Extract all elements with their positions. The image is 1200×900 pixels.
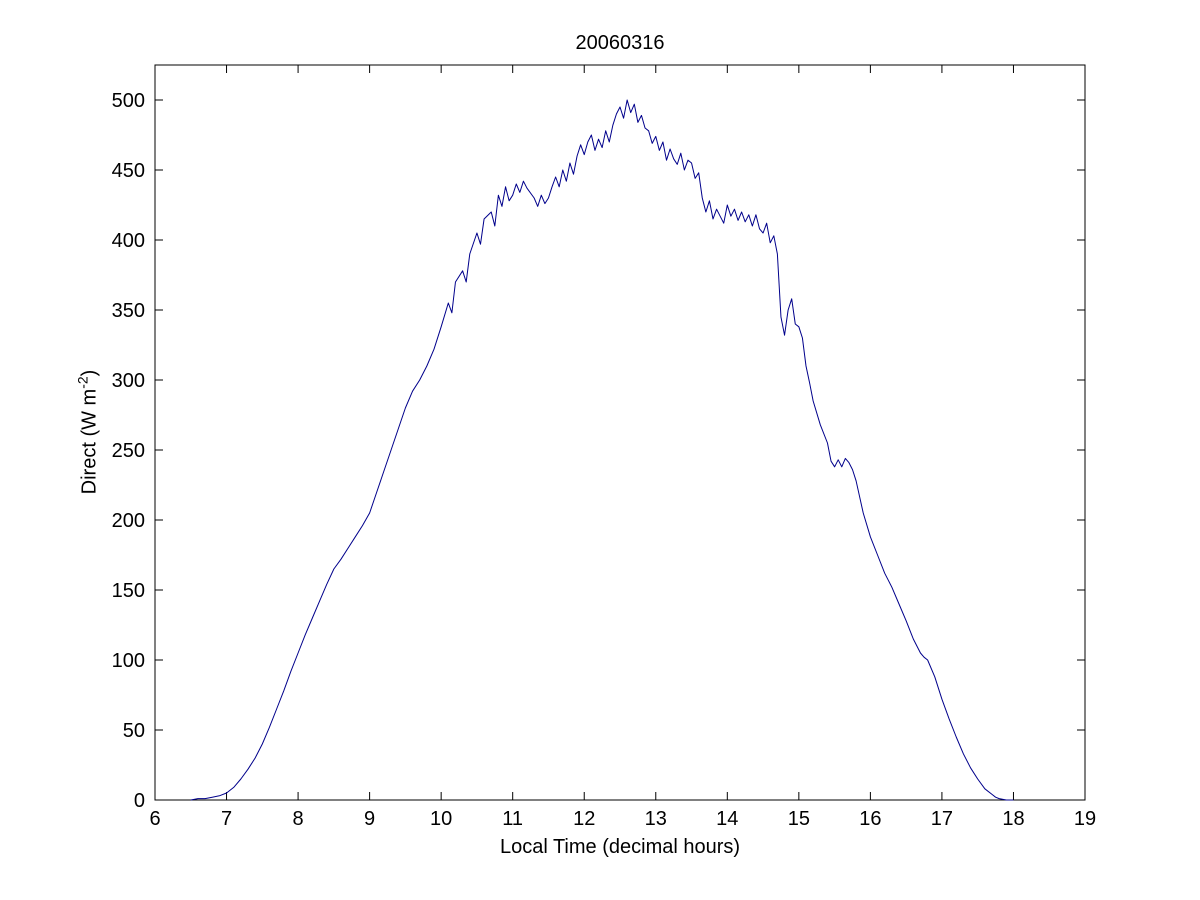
x-tick-label: 13 [645,808,667,830]
y-tick-label: 450 [112,160,145,182]
x-tick-label: 9 [364,808,375,830]
y-axis-label-base: Direct (W m [78,388,101,495]
y-tick-label: 0 [134,790,145,812]
plot-box [154,64,1086,801]
y-tick-label: 250 [112,440,145,462]
x-tick-label: 19 [1074,808,1096,830]
x-tick-label: 11 [502,808,523,830]
y-axis-label-superscript: -2 [74,376,91,389]
x-tick-label: 8 [293,808,304,830]
data-series-line [190,99,1014,801]
y-tick-label: 350 [112,300,145,322]
y-axis-label-close: ) [78,369,101,377]
y-tick-label: 200 [112,510,145,532]
x-tick-label: 14 [716,808,738,830]
x-tick-label: 12 [573,808,595,830]
x-tick-label: 16 [859,808,881,830]
x-tick-label: 17 [931,808,953,830]
x-axis-label: Local Time (decimal hours) [499,836,741,858]
y-axis-label: Direct (W m-2) [75,370,102,495]
y-tick-label: 300 [112,370,145,392]
y-tick-label: 150 [112,580,145,602]
y-tick-label: 500 [112,90,145,112]
x-tick-label: 15 [788,808,810,830]
y-tick-label: 100 [112,650,145,672]
x-tick-label: 7 [221,808,232,830]
x-tick-label: 18 [1002,808,1024,830]
x-tick-label: 10 [430,808,452,830]
y-tick-label: 50 [123,720,145,742]
x-tick-label: 6 [149,808,160,830]
y-tick-label: 400 [112,230,145,252]
chart-title: 20060316 [575,32,665,54]
